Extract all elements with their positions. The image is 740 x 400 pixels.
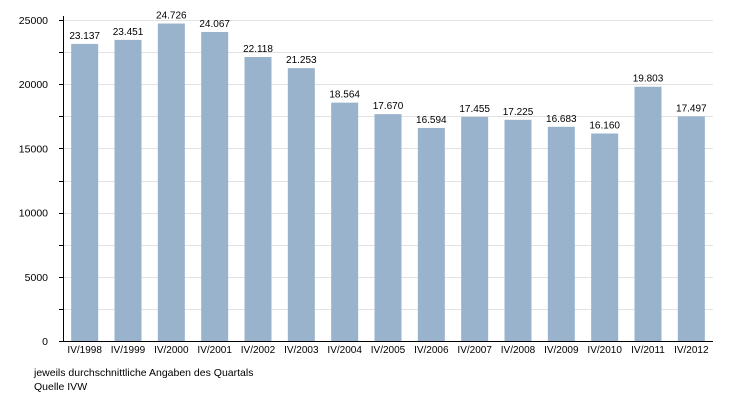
bar-value-label: 21.253 <box>286 55 317 66</box>
x-tick-label: IV/2009 <box>544 345 579 356</box>
bar <box>331 102 359 341</box>
bar-value-label: 16.683 <box>546 114 577 125</box>
y-tick-label: 20000 <box>19 79 48 91</box>
bar-value-label: 17.225 <box>503 107 534 118</box>
bar <box>547 126 575 341</box>
y-tick-label: 10000 <box>19 208 48 220</box>
bar-value-label: 23.451 <box>113 27 144 38</box>
bar <box>461 116 489 341</box>
chart-notes: jeweils durchschnittliche Angaben des Qu… <box>34 366 253 394</box>
bar <box>417 127 445 341</box>
bar-value-label: 24.726 <box>156 11 187 22</box>
bars <box>71 23 705 342</box>
x-tick-label: IV/2000 <box>154 345 189 356</box>
y-tick-label: 5000 <box>25 272 49 284</box>
bar <box>287 68 315 341</box>
bar <box>157 23 185 342</box>
value-labels: 23.137 23.451 24.726 24.067 22.118 21.253 18.5… <box>69 11 707 132</box>
bar-value-label: 23.137 <box>69 31 100 42</box>
bar <box>244 57 272 341</box>
bar <box>374 114 402 341</box>
x-tick-label: IV/2008 <box>501 345 536 356</box>
bar-value-label: 17.497 <box>676 103 707 114</box>
bar <box>591 133 619 341</box>
bar-value-label: 17.670 <box>373 101 404 112</box>
bar-value-label: 16.594 <box>416 115 447 126</box>
x-tick-label: IV/2012 <box>674 345 709 356</box>
bar-value-label: 16.160 <box>589 121 620 132</box>
bar <box>114 39 142 341</box>
bar-value-label: 17.455 <box>459 104 490 115</box>
bar-value-label: 18.564 <box>329 90 360 101</box>
bar-value-label: 24.067 <box>199 19 230 30</box>
axes: 0 5000 10000 15000 20000 25000 IV/1998 IV/1999 I… <box>19 15 713 356</box>
x-tick-label: IV/2004 <box>327 345 362 356</box>
x-tick-label: IV/2002 <box>241 345 276 356</box>
y-tick-label: 25000 <box>19 15 48 27</box>
x-tick-label: IV/2007 <box>457 345 492 356</box>
bar-value-label: 19.803 <box>633 74 664 85</box>
x-tick-label: IV/2003 <box>284 345 319 356</box>
x-tick-label: IV/1998 <box>67 345 102 356</box>
x-tick-label: IV/2001 <box>197 345 232 356</box>
bar <box>504 119 532 342</box>
bar <box>634 86 662 341</box>
x-tick-label: IV/2005 <box>371 345 406 356</box>
x-tick-label: IV/2011 <box>631 345 665 356</box>
bar <box>71 43 99 341</box>
y-tick-label: 0 <box>42 336 48 348</box>
x-tick-label: IV/2006 <box>414 345 449 356</box>
bar-value-label: 22.118 <box>243 44 273 55</box>
x-tick-label: IV/2010 <box>587 345 622 356</box>
bar <box>677 116 705 341</box>
y-tick-label: 15000 <box>19 143 48 155</box>
x-tick-label: IV/1999 <box>111 345 146 356</box>
source-text: Quelle IVW <box>34 381 88 393</box>
footnote-text: jeweils durchschnittliche Angaben des Qu… <box>34 367 254 379</box>
bar <box>201 31 229 342</box>
